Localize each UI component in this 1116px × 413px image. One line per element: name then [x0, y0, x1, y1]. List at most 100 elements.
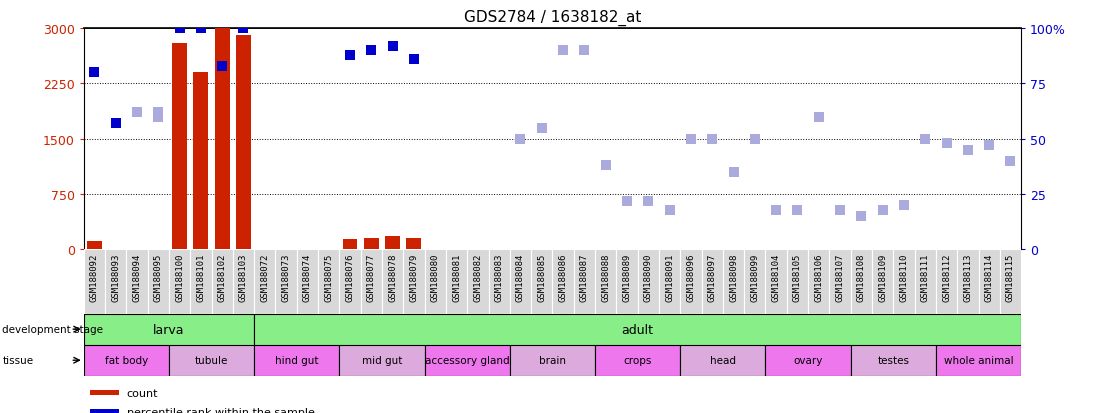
Text: whole animal: whole animal — [944, 355, 1013, 366]
Text: GSM188086: GSM188086 — [559, 253, 568, 301]
Bar — [552, 250, 574, 314]
Bar — [744, 250, 766, 314]
Bar — [829, 250, 850, 314]
Text: GSM188085: GSM188085 — [537, 253, 546, 301]
Point — [745, 136, 763, 143]
Bar — [339, 250, 360, 314]
Point — [789, 207, 807, 214]
Bar — [915, 250, 936, 314]
Text: count: count — [126, 388, 158, 398]
Bar — [172, 44, 187, 250]
Bar — [169, 250, 190, 314]
Bar — [510, 250, 531, 314]
Point — [703, 136, 721, 143]
Text: GSM188083: GSM188083 — [494, 253, 503, 301]
Bar — [917, 249, 933, 250]
Bar — [893, 250, 915, 314]
Point — [895, 202, 913, 209]
Bar — [84, 314, 254, 345]
Point — [682, 136, 700, 143]
Bar — [619, 249, 634, 250]
Bar — [705, 249, 720, 250]
Text: GSM188101: GSM188101 — [196, 253, 205, 301]
Point — [86, 70, 104, 76]
Point — [171, 26, 189, 32]
Bar — [658, 250, 681, 314]
Bar — [850, 250, 872, 314]
Bar — [958, 250, 979, 314]
Point — [937, 140, 955, 147]
Bar — [702, 250, 723, 314]
Point — [576, 47, 594, 54]
Bar — [492, 249, 507, 250]
Bar — [169, 345, 254, 376]
Text: testes: testes — [877, 355, 910, 366]
Bar — [939, 249, 954, 250]
Bar — [190, 250, 212, 314]
Text: GSM188103: GSM188103 — [239, 253, 248, 301]
Bar — [87, 241, 102, 250]
Bar — [769, 249, 783, 250]
Bar — [147, 250, 169, 314]
Point — [810, 114, 828, 121]
Bar — [723, 250, 744, 314]
Point — [639, 198, 657, 204]
Point — [661, 207, 679, 214]
Bar — [766, 345, 850, 376]
Text: GSM188077: GSM188077 — [367, 253, 376, 301]
Text: GSM188084: GSM188084 — [516, 253, 525, 301]
Text: GSM188093: GSM188093 — [112, 253, 121, 301]
Text: larva: larva — [153, 323, 184, 336]
Text: GSM188078: GSM188078 — [388, 253, 397, 301]
Point — [916, 136, 934, 143]
Bar — [254, 250, 276, 314]
Point — [555, 47, 573, 54]
Text: GSM188072: GSM188072 — [260, 253, 269, 301]
Text: GSM188105: GSM188105 — [793, 253, 802, 301]
Bar — [598, 249, 613, 250]
Text: brain: brain — [539, 355, 566, 366]
Bar — [535, 249, 549, 250]
Point — [853, 214, 870, 220]
Bar — [1000, 250, 1021, 314]
Text: GSM188080: GSM188080 — [431, 253, 440, 301]
Bar — [811, 249, 826, 250]
Text: GSM188096: GSM188096 — [686, 253, 695, 301]
Bar — [683, 249, 699, 250]
Text: accessory gland: accessory gland — [425, 355, 510, 366]
Bar — [129, 249, 144, 250]
Bar — [254, 345, 339, 376]
Bar — [90, 391, 118, 395]
Text: GSM188087: GSM188087 — [580, 253, 589, 301]
Bar — [662, 249, 677, 250]
Text: GSM188079: GSM188079 — [410, 253, 418, 301]
Bar — [385, 237, 400, 250]
Bar — [382, 250, 403, 314]
Text: GSM188102: GSM188102 — [218, 253, 227, 301]
Text: fat body: fat body — [105, 355, 148, 366]
Text: adult: adult — [622, 323, 654, 336]
Bar — [364, 238, 378, 250]
Bar — [424, 250, 446, 314]
Bar — [595, 250, 616, 314]
Point — [1001, 158, 1019, 165]
Bar — [510, 345, 595, 376]
Bar — [872, 250, 893, 314]
Text: GSM188098: GSM188098 — [729, 253, 738, 301]
Bar — [808, 250, 829, 314]
Text: GSM188108: GSM188108 — [857, 253, 866, 301]
Bar — [1003, 249, 1018, 250]
Bar — [790, 249, 805, 250]
Bar — [748, 249, 762, 250]
Text: hind gut: hind gut — [275, 355, 318, 366]
Point — [831, 207, 849, 214]
Point — [341, 52, 359, 59]
Bar — [449, 249, 464, 250]
Text: ovary: ovary — [793, 355, 822, 366]
Text: GSM188106: GSM188106 — [815, 253, 824, 301]
Bar — [339, 345, 424, 376]
Text: GSM188100: GSM188100 — [175, 253, 184, 301]
Bar — [574, 250, 595, 314]
Text: GSM188097: GSM188097 — [708, 253, 716, 301]
Bar — [936, 250, 958, 314]
